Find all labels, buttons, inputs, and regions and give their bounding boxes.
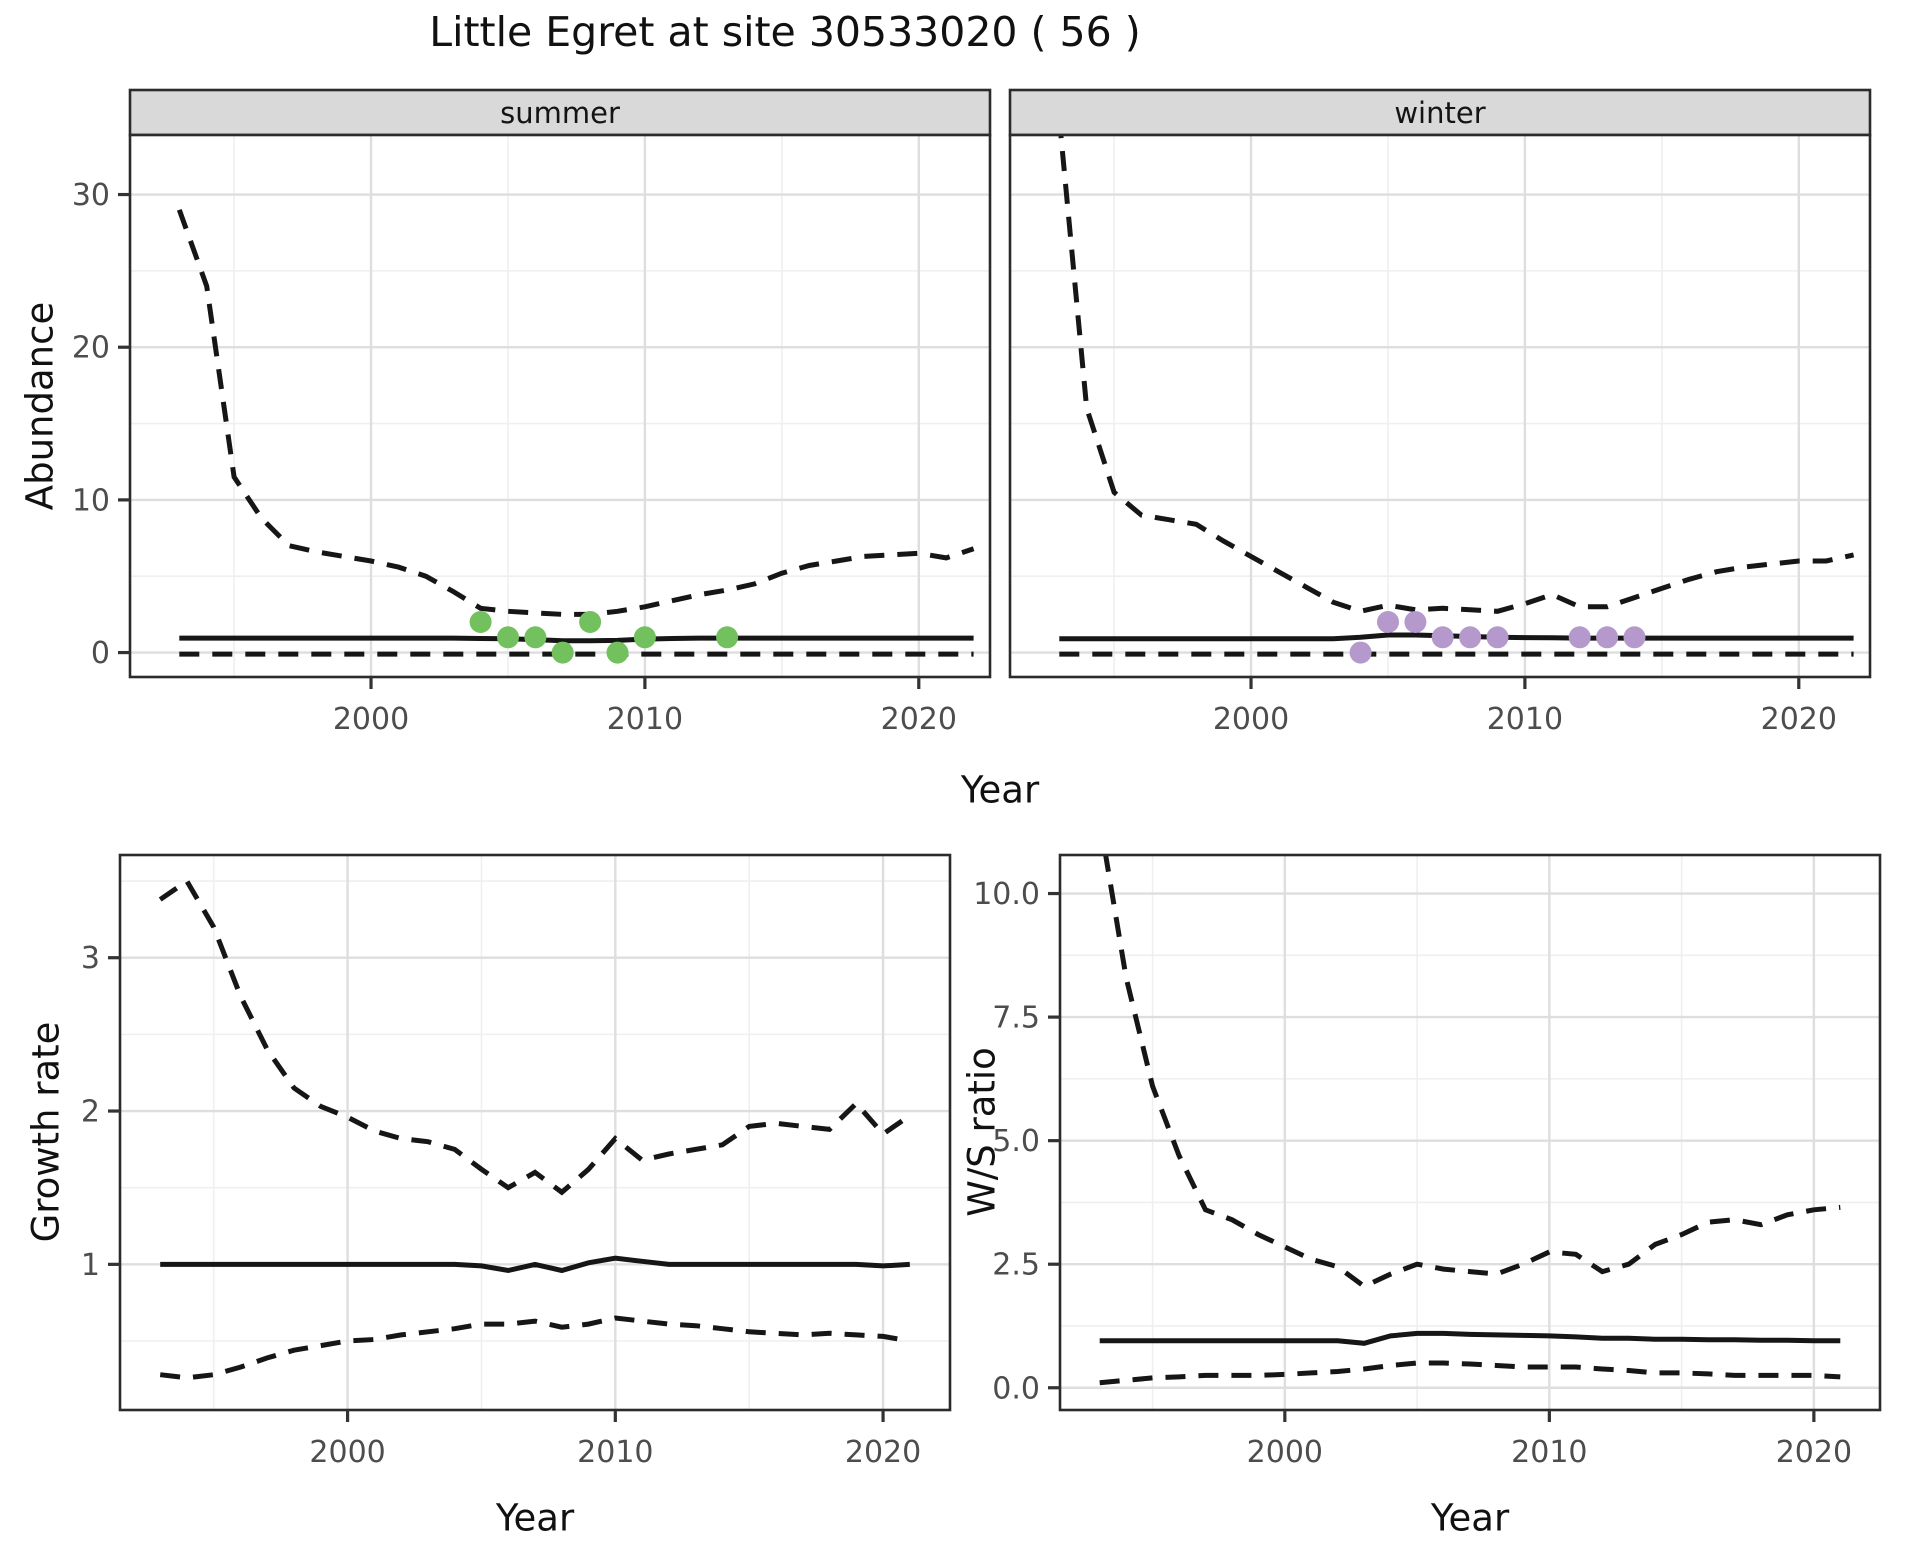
ws-ratio-axis-title: W/S ratio [960,1047,1004,1217]
x-tick-label: 2010 [607,702,683,737]
growth_rate-panel-background [120,855,950,1410]
ws_ratio-panel-border [1058,853,1882,1412]
y-tick-label: 30 [72,178,110,213]
abundance-panel-winter-data-point [1568,626,1591,649]
confidence-interval-line [159,1315,911,1381]
abundance-panel-summer: 2000 2010 2020 0 10 20 30 [72,133,992,737]
facet-strip-summer [128,88,992,137]
y-tick-label: 10 [72,483,110,518]
x-tick-label: 2010 [577,1435,653,1470]
abundance-panel-winter-border [1008,133,1872,679]
x-tick-label: 2010 [1487,702,1563,737]
confidence-interval-line [158,877,912,1196]
abundance-panel-summer-data-point [579,611,602,633]
growth_rate-panel: 2000 2010 2020 1 2 3 [81,853,952,1470]
y-tick-label: 10.0 [973,877,1040,912]
year-axis-title-bottom-right: Year [1430,1496,1510,1540]
abundance-panel-winter-data-point [1431,626,1454,649]
abundance-panel-summer-data-point [469,611,492,633]
x-tick-label: 2000 [309,1435,385,1470]
y-tick-label: 2.5 [992,1248,1040,1283]
abundance-panel-winter: 2000 2010 2020 [1008,133,1872,737]
facet-strip-label-summer: summer [500,95,620,130]
confidence-interval-line [1058,135,1855,614]
ws_ratio-panel-series [1099,855,1841,1386]
abundance-panel-winter-data-point [1596,626,1619,649]
confidence-interval-line [176,208,975,617]
growth_rate-panel-series [158,877,912,1381]
abundance-panel-winter-data-point [1349,641,1372,664]
x-tick-label: 2000 [1213,702,1289,737]
abundance-panel-summer-data-point [524,626,547,649]
mean-line [1099,1330,1841,1346]
y-tick-label: 2 [81,1095,100,1130]
abundance-panel-summer-data-point [633,626,656,649]
abundance-panel-winter-data-point [1377,611,1399,633]
growth-rate-axis-title: Growth rate [24,1021,68,1243]
figure-title: Little Egret at site 30533020 ( 56 ) [429,8,1141,56]
abundance-panel-winter-background [1010,135,1870,677]
x-tick-label: 2020 [881,702,957,737]
abundance-panel-summer-border [128,133,992,679]
y-tick-label: 20 [72,331,110,366]
y-tick-label: 7.5 [992,1001,1040,1036]
x-tick-label: 2010 [1511,1435,1587,1470]
abundance-panel-summer-data-point [606,641,629,664]
year-axis-title-top: Year [960,768,1040,812]
x-tick-label: 2000 [333,702,409,737]
confidence-interval-line [1103,855,1841,1290]
y-tick-label: 0 [91,636,110,671]
y-tick-label: 0.0 [992,1371,1040,1406]
y-tick-label: 1 [81,1248,100,1283]
x-tick-label: 2020 [845,1435,921,1470]
facet-strip-label-winter: winter [1394,95,1486,130]
facet-strip-winter [1008,88,1872,137]
confidence-interval-line [1099,1360,1841,1386]
mean-line [1059,632,1854,642]
abundance-panel-winter-series [1058,135,1855,664]
mean-line [179,635,974,644]
abundance-panel-summer-data-point [716,626,739,649]
y-tick-label: 3 [81,941,100,976]
ws_ratio-panel-background [1060,855,1880,1410]
mean-line [160,1255,910,1274]
abundance-panel-summer-series [176,208,975,664]
abundance-axis-title: Abundance [18,301,62,511]
abundance-panel-winter-data-point [1459,626,1482,649]
abundance-panel-summer-data-point [551,641,574,664]
y-tick-label: 5.0 [992,1124,1040,1159]
ws_ratio-panel: 2000 2010 2020 0.0 2.5 5.0 7.5 10.0 [973,853,1882,1470]
year-axis-title-bottom-left: Year [495,1496,575,1540]
abundance-panel-summer-data-point [497,626,519,649]
growth_rate-panel-border [118,853,952,1412]
x-tick-label: 2020 [1761,702,1837,737]
x-tick-label: 2000 [1247,1435,1323,1470]
x-tick-label: 2020 [1776,1435,1852,1470]
abundance-panel-summer-background [130,135,990,677]
abundance-panel-winter-data-point [1623,626,1646,649]
abundance-panel-winter-data-point [1486,626,1509,649]
abundance-panel-winter-data-point [1404,611,1427,633]
